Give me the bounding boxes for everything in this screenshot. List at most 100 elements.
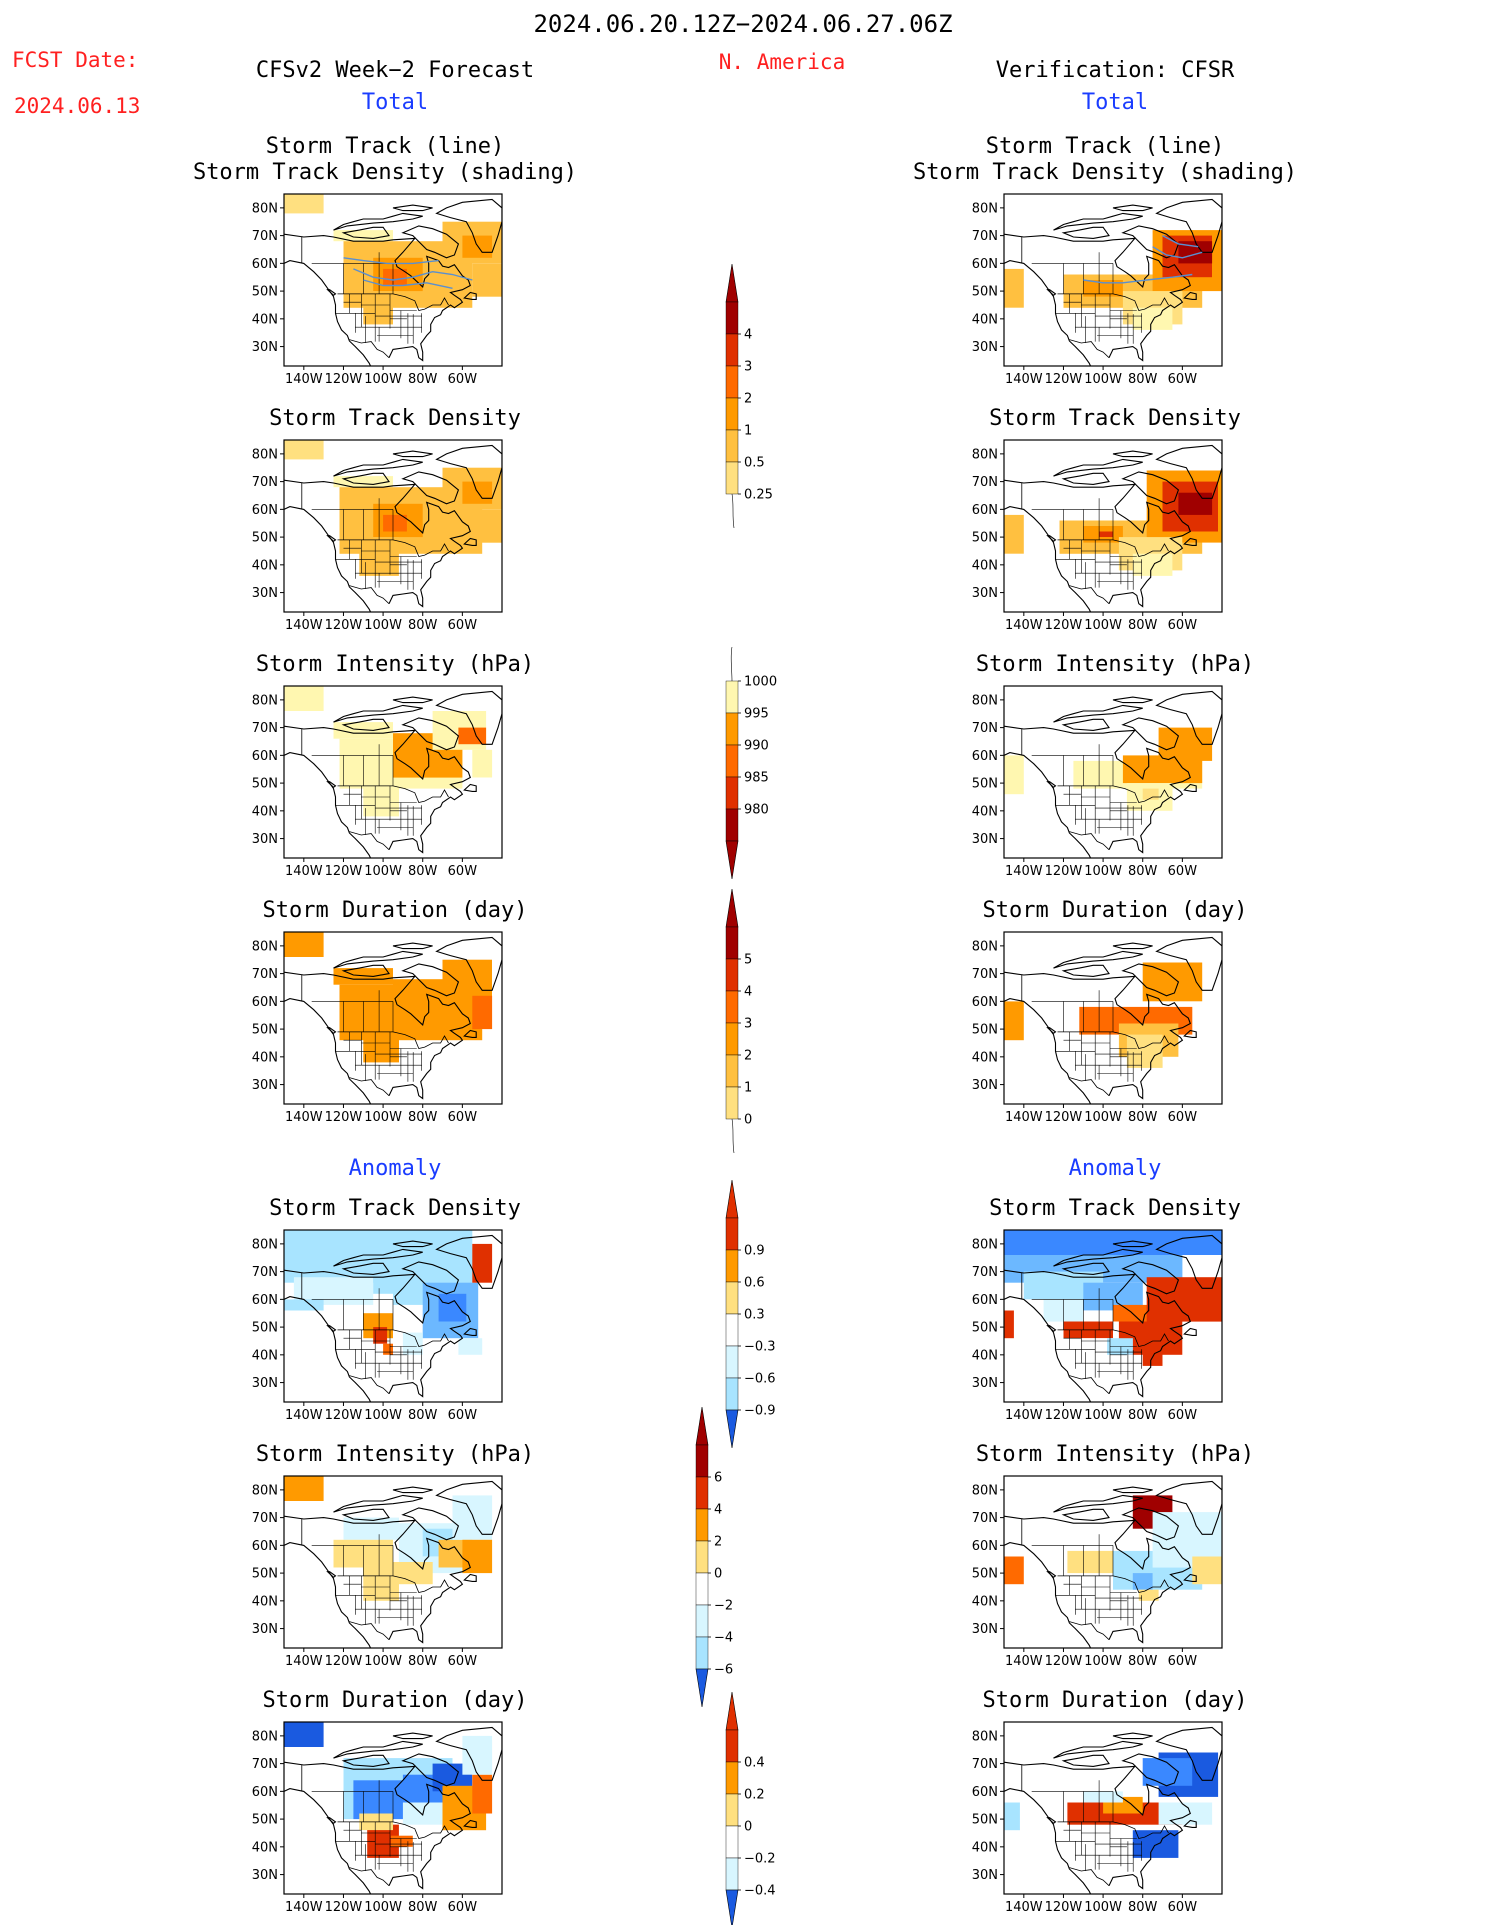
- shade-cell: [1178, 241, 1213, 264]
- island-outline: [341, 226, 390, 239]
- colorbar-label: 0.5: [744, 456, 765, 471]
- shade-cell: [284, 1722, 324, 1747]
- us-canada-border: [337, 1575, 449, 1593]
- colorbar-label: 0.9: [744, 1244, 765, 1259]
- colorbar-label: 1: [744, 1081, 752, 1096]
- lat-tick-label: 40N: [252, 312, 278, 327]
- lat-tick-label: 80N: [972, 447, 998, 462]
- island-outline: [1155, 198, 1222, 253]
- colorbar-label: −0.6: [744, 1372, 776, 1387]
- colorbar-bottom-arrow: [725, 840, 739, 880]
- lon-tick-label: 80W: [1128, 1408, 1158, 1423]
- island-outline: [463, 783, 477, 792]
- us-mexico-border: [1069, 1867, 1110, 1886]
- island-outline: [1121, 1261, 1180, 1295]
- lat-tick-label: 80N: [972, 693, 998, 708]
- verification-total-label: Total: [1081, 90, 1149, 115]
- island-outline: [392, 1486, 433, 1494]
- colorbar-intensity-anomaly: 6 4 2 0 −2 −4 −6: [695, 1406, 733, 1708]
- colorbar-segment: [725, 1761, 739, 1795]
- us-mexico-border: [1069, 1375, 1110, 1394]
- island-outline: [1046, 1027, 1057, 1035]
- shade-cell: [402, 1332, 423, 1355]
- lon-tick-label: 60W: [448, 1408, 478, 1423]
- shade-cell: [1004, 1310, 1014, 1339]
- colorbar-top-arrow: [730, 646, 733, 682]
- us-canada-border: [1057, 539, 1169, 557]
- island-outline: [1053, 1494, 1143, 1513]
- region-label: N. America: [718, 50, 846, 74]
- lat-tick-label: 30N: [252, 1078, 278, 1093]
- island-outline: [326, 781, 337, 789]
- lon-tick-label: 80W: [408, 1900, 438, 1915]
- lon-tick-label: 140W: [1005, 1900, 1043, 1915]
- colorbar-bottom-arrow: [725, 1409, 739, 1449]
- map-verif-density-anomaly: 80N 70N 60N 50N 40N 30N 140W 120W 100W 80W 60W: [972, 1229, 1223, 1423]
- shade-cell: [458, 727, 487, 745]
- colorbar-segment: [725, 776, 739, 810]
- colorbar-top-arrow: [695, 1406, 709, 1446]
- island-outline: [1061, 1262, 1110, 1275]
- colorbar-segment: [725, 397, 739, 431]
- colorbar-segment: [695, 1476, 709, 1510]
- lon-tick-label: 60W: [1168, 1900, 1198, 1915]
- shade-cell: [383, 514, 407, 532]
- us-mexico-border: [1069, 1077, 1110, 1096]
- verification-anomaly-label: Anomaly: [1068, 1156, 1162, 1181]
- shade-cell: [393, 979, 463, 1024]
- island-outline: [1121, 963, 1180, 997]
- lat-tick-label: 30N: [252, 1868, 278, 1883]
- island-outline: [333, 1494, 423, 1513]
- lon-tick-label: 140W: [1005, 618, 1043, 633]
- island-outline: [341, 964, 390, 977]
- island-outline: [401, 717, 460, 751]
- us-canada-border: [337, 1329, 449, 1347]
- map-frame: [283, 931, 503, 1105]
- island-outline: [1155, 1234, 1222, 1289]
- lon-tick-label: 80W: [1128, 864, 1158, 879]
- lat-tick-label: 80N: [972, 1483, 998, 1498]
- map-frame: [1003, 931, 1223, 1105]
- island-outline: [401, 471, 460, 505]
- colorbar-duration-total: 5 4 3 2 1 0: [725, 888, 752, 1154]
- lat-tick-label: 70N: [972, 475, 998, 490]
- island-outline: [463, 1327, 477, 1336]
- lon-tick-label: 120W: [325, 864, 363, 879]
- island-outline: [463, 1819, 477, 1828]
- lat-tick-label: 50N: [972, 285, 998, 300]
- lat-tick-label: 40N: [252, 804, 278, 819]
- colorbar-segment: [695, 1604, 709, 1638]
- lat-tick-label: 30N: [972, 1868, 998, 1883]
- storm-track-line: [1152, 246, 1203, 259]
- island-outline: [1183, 291, 1197, 300]
- shade-cell: [284, 1476, 324, 1501]
- lon-tick-label: 80W: [408, 372, 438, 387]
- colorbar-bottom-arrow: [695, 1668, 709, 1708]
- island-outline: [333, 1248, 423, 1267]
- panel-title-fcst-duration-anom: Storm Duration (day): [262, 1688, 528, 1713]
- lon-tick-label: 120W: [325, 1900, 363, 1915]
- us-canada-border: [1057, 785, 1169, 803]
- island-outline: [1183, 1029, 1197, 1038]
- fcst-date-value: 2024.06.13: [14, 94, 141, 118]
- panel-title-verif-duration: Storm Duration (day): [982, 898, 1248, 923]
- shade-cell: [1178, 492, 1213, 515]
- lat-tick-label: 60N: [972, 995, 998, 1010]
- us-canada-border: [1057, 1329, 1169, 1347]
- lon-tick-label: 80W: [1128, 1900, 1158, 1915]
- colorbar-label: 2: [744, 1049, 752, 1064]
- colorbar-segment: [725, 333, 739, 367]
- lat-tick-label: 50N: [252, 285, 278, 300]
- lat-tick-label: 50N: [972, 1813, 998, 1828]
- colorbar-bottom-arrow: [731, 1118, 735, 1154]
- island-outline: [1183, 537, 1197, 546]
- colorbar-label: −0.3: [744, 1340, 776, 1355]
- lon-tick-label: 100W: [1084, 1110, 1122, 1125]
- shade-cell: [1132, 1573, 1153, 1590]
- lat-tick-label: 30N: [252, 1622, 278, 1637]
- island-outline: [341, 1754, 390, 1767]
- colorbar-top-arrow: [725, 263, 739, 303]
- shade-cell: [1126, 1034, 1163, 1068]
- atlantic-arctic-coast: [284, 1761, 471, 1890]
- island-outline: [435, 936, 502, 991]
